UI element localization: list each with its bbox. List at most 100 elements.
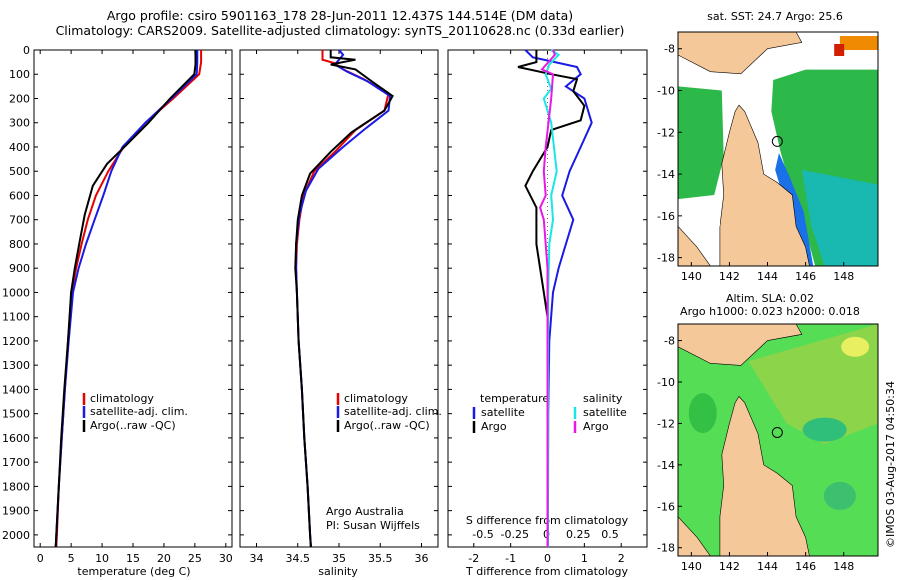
y-tick-label: 1000 [2,286,30,299]
difference-legend: temperature salinity satellite Argo sate… [472,392,627,433]
x-tick-label: 35.5 [368,552,393,565]
sla-map-title1: Altim. SLA: 0.02 [726,292,814,305]
land-cape-york [719,104,810,267]
map-y-tick-label: -18 [657,252,675,265]
plot-frame [239,49,439,548]
legend-t-argo: Argo [481,420,507,433]
x-tick-label: 5 [68,552,75,565]
y-tick-label: 1900 [2,505,30,518]
legend-t-satellite: satellite [481,406,525,419]
land-new-guinea [677,31,803,75]
legend-climatology: climatology [344,392,408,405]
map-x-tick-label: 142 [719,560,740,573]
legend-argo: Argo(..raw -QC) [344,419,430,432]
map-y-tick-label: -16 [657,500,675,513]
series-argo-raw-qc- [294,50,394,548]
temperature-xlabel: temperature (deg C) [77,565,190,578]
map-x-tick-label: 148 [833,270,854,283]
x-tick-label: 1 [581,552,588,565]
legend-salinity-header: salinity [583,392,623,405]
legend-climatology: climatology [90,392,154,405]
y-tick-label: 1100 [2,311,30,324]
x-tick-label: 35 [332,552,346,565]
map-frame [677,323,879,557]
map-x-tick-label: 146 [795,270,816,283]
x-top-tick-label: 0.25 [566,528,591,541]
x-tick-label: 34 [250,552,264,565]
sla-map-title2: Argo h1000: 0.023 h2000: 0.018 [680,305,860,318]
map-frame [677,31,879,267]
y-tick-label: 800 [9,238,30,251]
sst-gulf-field [678,86,724,200]
sst-warm-patch [839,36,878,50]
y-tick-label: 1400 [2,383,30,396]
legend-satellite: satellite-adj. clim. [344,405,442,418]
panel-difference-from-climatology: -2 -1 0 1 2-0.5 -0.25 0 0.25 0.5 [447,49,648,565]
y-tick-label: 1800 [2,480,30,493]
y-tick-label: 1300 [2,359,30,372]
salinity-xlabel: salinity [318,565,358,578]
x-top-tick-label: -0.25 [501,528,529,541]
y-tick-label: 1500 [2,408,30,421]
map-x-tick-label: 144 [757,270,778,283]
series-climatology [55,50,203,548]
x-top-tick-label: -0.5 [472,528,493,541]
legend-argo: Argo(..raw -QC) [90,419,176,432]
x-tick-label: 36 [415,552,429,565]
map-x-tick-label: 146 [795,560,816,573]
y-tick-label: 0 [23,44,30,57]
sla-low [823,481,856,510]
sla-high [841,336,870,357]
y-tick-label: 200 [9,92,30,105]
plot-frame [33,49,233,548]
panel-salinity: 34 34.5 35 35.5 36 [239,49,439,565]
pi-label: PI: Susan Wijffels [326,519,420,532]
y-tick-label: 400 [9,141,30,154]
temperature-legend: climatology satellite-adj. clim. Argo(..… [82,392,188,432]
map-y-tick-label: -10 [657,85,675,98]
legend-satellite: satellite-adj. clim. [90,405,188,418]
imos-credit: ©IMOS 03-Aug-2017 04:50:34 [884,381,897,548]
x-tick-label: 0 [544,552,551,565]
y-tick-label: 2000 [2,529,30,542]
y-tick-label: 1700 [2,456,30,469]
figure-title-line1: Argo profile: csiro 5901163_178 28-Jun-2… [106,8,574,23]
map-x-tick-label: 142 [719,270,740,283]
x-tick-label: 2 [618,552,625,565]
map-y-tick-label: -16 [657,210,675,223]
x-tick-label: 15 [126,552,140,565]
series-argo-raw-qc- [54,50,197,548]
y-tick-label: 500 [9,165,30,178]
x-tick-label: 25 [188,552,202,565]
series-satellite-adj-clim- [54,50,199,548]
sst-hot-patch [834,44,845,56]
no-data [678,199,720,227]
sla-gulf [688,393,717,434]
series-s-argo [539,49,557,547]
x-tick-label: 10 [95,552,109,565]
series-t-satellite [524,49,593,548]
map-y-tick-label: -14 [657,168,675,181]
x-top-tick-label: 0.5 [601,528,619,541]
argo-float-marker [771,426,783,438]
series-climatology [295,50,390,548]
y-tick-label: 900 [9,262,30,275]
land-new-guinea [677,323,803,366]
map-x-tick-label: 140 [681,270,702,283]
map-y-tick-label: -8 [664,43,675,56]
map-y-tick-label: -12 [657,126,675,139]
map-y-tick-label: -18 [657,542,675,555]
argo-australia-label: Argo Australia [326,505,404,518]
x-tick-label: 20 [157,552,171,565]
x-tick-label: 0 [37,552,44,565]
sst-cool-field [801,169,878,266]
legend-temperature-header: temperature [480,392,549,405]
diff-xlabel-bottom: T difference from climatology [465,565,628,578]
y-tick-label: 300 [9,117,30,130]
map-x-tick-label: 140 [681,560,702,573]
legend-s-satellite: satellite [583,406,627,419]
sst-map-title: sat. SST: 24.7 Argo: 25.6 [707,10,843,23]
map-y-tick-label: -8 [664,335,675,348]
x-tick-label: -1 [505,552,516,565]
